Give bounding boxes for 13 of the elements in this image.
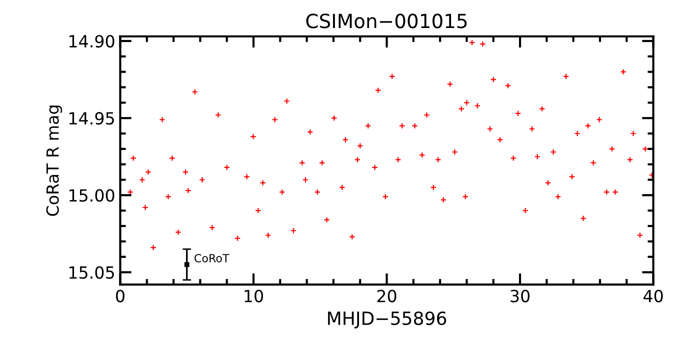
y-tick-label: 15.05: [69, 266, 114, 279]
x-tick-label: 40: [644, 290, 663, 302]
x-axis-title: MHJD−55896: [328, 311, 446, 328]
x-tick-label: 30: [510, 290, 530, 302]
x-tick-label: 10: [244, 290, 263, 302]
y-tick-label: 15.00: [69, 189, 114, 202]
x-tick-label: 0: [116, 290, 124, 302]
y-axis-title: CoRaT R mag: [46, 106, 62, 216]
series-label: CoRoT: [194, 254, 230, 262]
x-tick-label: 20: [377, 290, 396, 302]
y-tick-label: 14.95: [69, 112, 114, 125]
y-tick-label: 14.90: [69, 34, 114, 48]
chart-title: CSIMon−001015: [306, 14, 467, 28]
